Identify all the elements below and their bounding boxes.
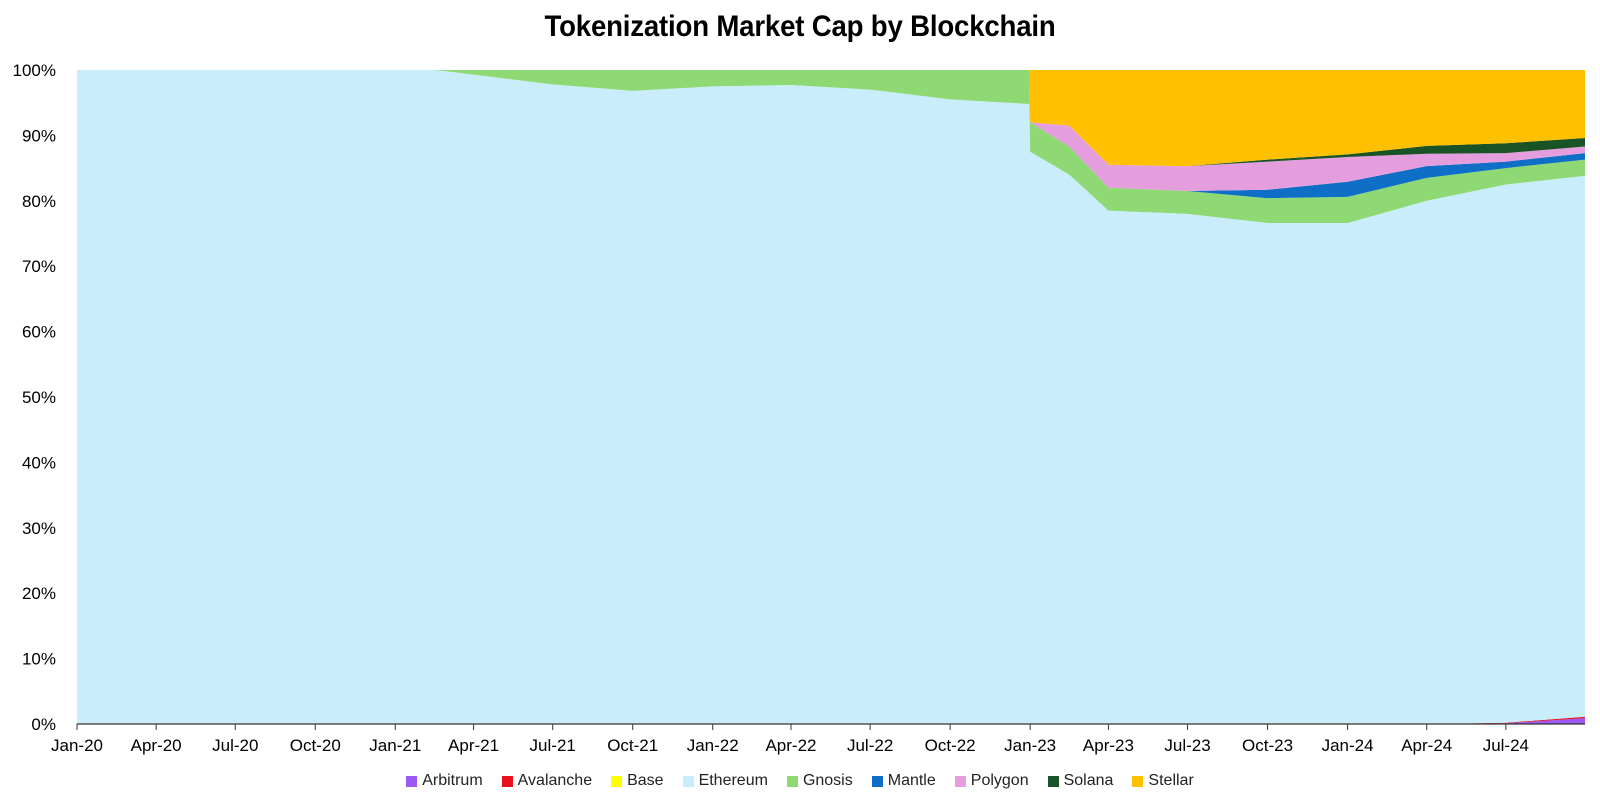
x-tick-label: Jul-22 [847,736,893,755]
x-tick-label: Jul-20 [212,736,258,755]
legend-swatch [501,775,513,787]
legend-label: Base [627,772,664,789]
x-tick-label: Apr-21 [448,736,499,755]
legend-item-polygon: Polygon [954,772,1029,790]
y-tick-label: 70% [22,257,56,276]
area-ethereum [77,70,1585,724]
legend-label: Polygon [970,772,1029,789]
y-tick-label: 100% [13,61,56,80]
y-tick-label: 80% [22,192,56,211]
y-tick-labels: 0% 10% 20% 30% 40% 50% 60% 70% 80% 90% 100% [13,61,56,734]
axes-group [76,723,1585,730]
legend-label: Ethereum [698,772,768,789]
x-tick-label: Jan-22 [687,736,739,755]
legend-swatch [682,775,694,787]
y-tick-label: 10% [22,650,56,669]
legend-swatch [871,775,883,787]
x-tick-labels: Jan-20 Apr-20 Jul-20 Oct-20 Jan-21 Apr-21 Jul-… [51,736,1529,755]
y-tick-label: 0% [31,715,56,734]
x-tick-label: Apr-23 [1083,736,1134,755]
x-tick-label: Oct-23 [1242,736,1293,755]
legend-label: Solana [1063,772,1114,789]
x-tick-label: Oct-20 [290,736,341,755]
x-tick-label: Oct-22 [925,736,976,755]
legend-label: Stellar [1148,772,1194,789]
area-series-group [77,70,1585,724]
legend-swatch [954,775,966,787]
x-tick-label: Apr-24 [1401,736,1452,755]
x-tick-label: Oct-21 [607,736,658,755]
x-tick-label: Jan-20 [51,736,103,755]
legend-label: Mantle [887,772,936,789]
legend-swatch [786,775,798,787]
chart-title: Tokenization Market Cap by Blockchain [544,10,1056,43]
legend-swatch [406,775,418,787]
y-tick-label: 50% [22,388,56,407]
legend-item-ethereum: Ethereum [682,772,768,790]
legend-item-stellar: Stellar [1132,772,1194,790]
legend-swatch [611,775,623,787]
legend-item-base: Base [611,772,664,790]
x-tick-label: Jan-24 [1322,736,1374,755]
legend-item-solana: Solana [1047,772,1114,790]
x-tick-label: Jul-23 [1164,736,1210,755]
legend-item-gnosis: Gnosis [786,772,853,790]
x-tick-label: Jan-21 [369,736,421,755]
y-tick-label: 30% [22,519,56,538]
y-tick-label: 20% [22,584,56,603]
legend-item-mantle: Mantle [871,772,936,790]
legend: Arbitrum Avalanche Base Ethereum Gnosis Mantl… [0,770,1600,792]
x-tick-label: Jul-21 [530,736,576,755]
legend-swatch [1132,775,1144,787]
y-tick-label: 40% [22,453,56,472]
legend-item-arbitrum: Arbitrum [406,772,483,790]
x-tick-label: Jul-24 [1483,736,1529,755]
y-tick-label: 60% [22,323,56,342]
legend-item-avalanche: Avalanche [501,772,593,790]
x-tick-label: Jan-23 [1004,736,1056,755]
y-tick-label: 90% [22,126,56,145]
x-tick-label: Apr-20 [131,736,182,755]
legend-label: Gnosis [802,772,853,789]
area-stellar [77,70,1585,167]
x-tick-label: Apr-22 [765,736,816,755]
legend-label: Arbitrum [422,772,483,789]
legend-swatch [1047,775,1059,787]
legend-label: Avalanche [517,772,593,789]
